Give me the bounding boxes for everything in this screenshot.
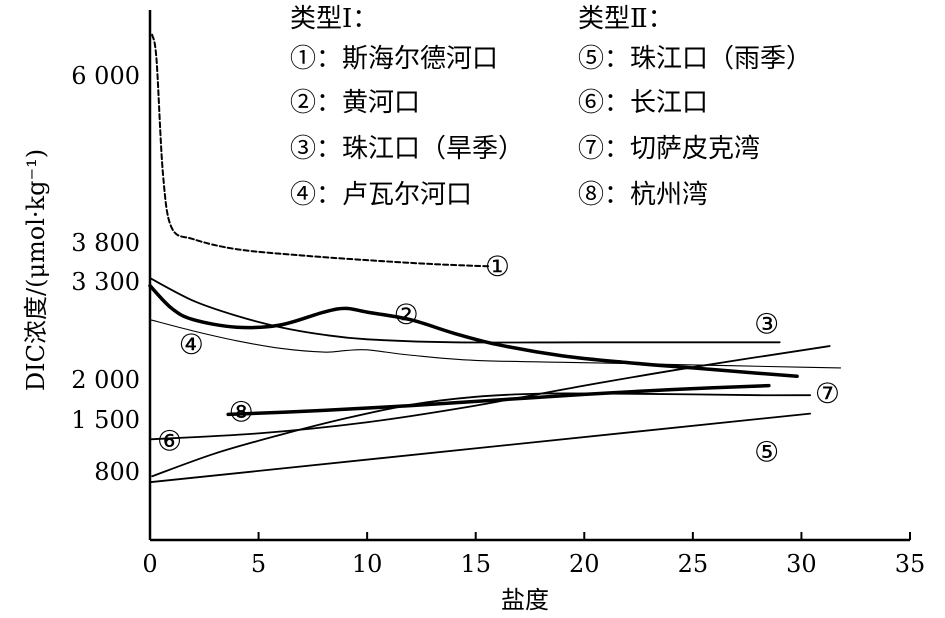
series-line-3 (149, 277, 781, 344)
x-axis-title: 盐度 (501, 586, 549, 614)
x-tick-label: 0 (142, 550, 157, 578)
series-label-6: ⑥ (157, 424, 182, 457)
series-label-8: ⑧ (229, 396, 254, 429)
x-tick-label: 20 (569, 550, 600, 578)
legend: 类型Ⅰ： ①：斯海尔德河口 ②：黄河口 ③：珠江口（旱季） ④：卢瓦尔河口 类型Ⅱ： ⑤：珠… (290, 4, 812, 210)
y-tick-label: 6 000 (71, 62, 140, 90)
y-tick-label: 1 500 (71, 406, 140, 434)
series-line-1 (151, 33, 492, 268)
y-tick-label: 3 800 (71, 229, 140, 257)
legend-entry: ②：黄河口 (290, 88, 420, 118)
x-tick-label: 5 (251, 550, 266, 578)
series-label-7: ⑦ (815, 377, 840, 410)
series-label-5: ⑤ (754, 435, 779, 468)
series-line-6 (149, 345, 831, 441)
series-layer (148, 33, 842, 484)
x-tick-label: 15 (460, 550, 491, 578)
axes: 0 5 10 15 20 25 30 35 800 1 500 2 000 3 300 3 800 6 0… (22, 10, 925, 614)
y-tick-label: 3 300 (71, 268, 140, 296)
series-label-4: ④ (179, 328, 204, 361)
series-line-5 (149, 412, 812, 484)
x-tick-label: 10 (352, 550, 383, 578)
legend-entry: ③：珠江口（旱季） (290, 134, 524, 164)
legend-entry: ⑤：珠江口（雨季） (578, 44, 812, 74)
legend-entry: ⑥：长江口 (578, 88, 708, 118)
x-tick-label: 30 (786, 550, 817, 578)
series-marker-layer: ① ② ③ ④ ⑤ ⑥ ⑦ ⑧ (157, 250, 840, 469)
legend-group-title: 类型Ⅰ： (290, 4, 378, 34)
y-tick-label: 2 000 (71, 366, 140, 394)
legend-entry: ④：卢瓦尔河口 (290, 180, 472, 210)
legend-entry: ①：斯海尔德河口 (290, 44, 498, 74)
legend-entry: ⑦：切萨皮克湾 (578, 134, 760, 164)
series-label-2: ② (394, 298, 419, 331)
series-line-2 (148, 284, 799, 378)
y-axis-title: DIC浓度/(μmol·kg⁻¹) (22, 149, 50, 391)
x-tick-label: 25 (678, 550, 709, 578)
y-tick-label: 800 (94, 458, 140, 486)
series-line-8 (226, 383, 771, 417)
legend-entry: ⑧：杭州湾 (578, 180, 708, 210)
series-label-1: ① (485, 250, 510, 283)
legend-group-title: 类型Ⅱ： (578, 4, 674, 34)
series-line-4 (149, 319, 842, 369)
x-tick-label: 35 (895, 550, 926, 578)
series-label-3: ③ (754, 308, 779, 341)
series-line-7 (151, 392, 812, 478)
